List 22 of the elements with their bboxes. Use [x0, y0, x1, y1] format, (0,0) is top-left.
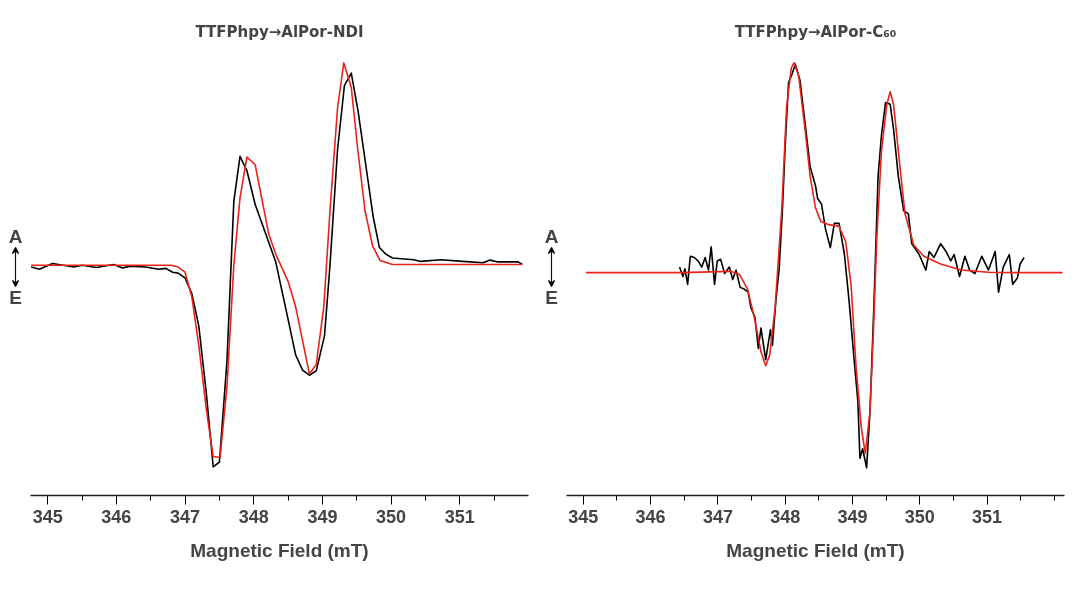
x-tick-label: 348 [770, 506, 801, 527]
x-axis-title: Magnetic Field (mT) [726, 539, 905, 561]
x-tick-label: 345 [32, 506, 63, 527]
x-tick-label: 347 [702, 506, 733, 527]
text: A [544, 226, 559, 248]
x-tick-label: 349 [307, 506, 338, 527]
chart-title: TTFPhpy→AlPor-C₆₀ [734, 22, 897, 41]
text: E [545, 286, 558, 308]
text: E [9, 286, 22, 308]
text: A [8, 226, 23, 248]
x-tick-label: 346 [635, 506, 666, 527]
x-axis-title: Magnetic Field (mT) [190, 539, 369, 561]
x-tick-label: 345 [568, 506, 599, 527]
chart-title: TTFPhpy→AlPor-NDI [195, 22, 364, 41]
x-tick-label: 351 [972, 506, 1003, 527]
x-tick-label: 346 [101, 506, 132, 527]
x-tick-label: 348 [238, 506, 269, 527]
x-tick-label: 349 [837, 506, 868, 527]
x-tick-label: 347 [170, 506, 201, 527]
x-tick-label: 351 [444, 506, 475, 527]
x-tick-label: 350 [376, 506, 407, 527]
x-tick-label: 350 [904, 506, 935, 527]
